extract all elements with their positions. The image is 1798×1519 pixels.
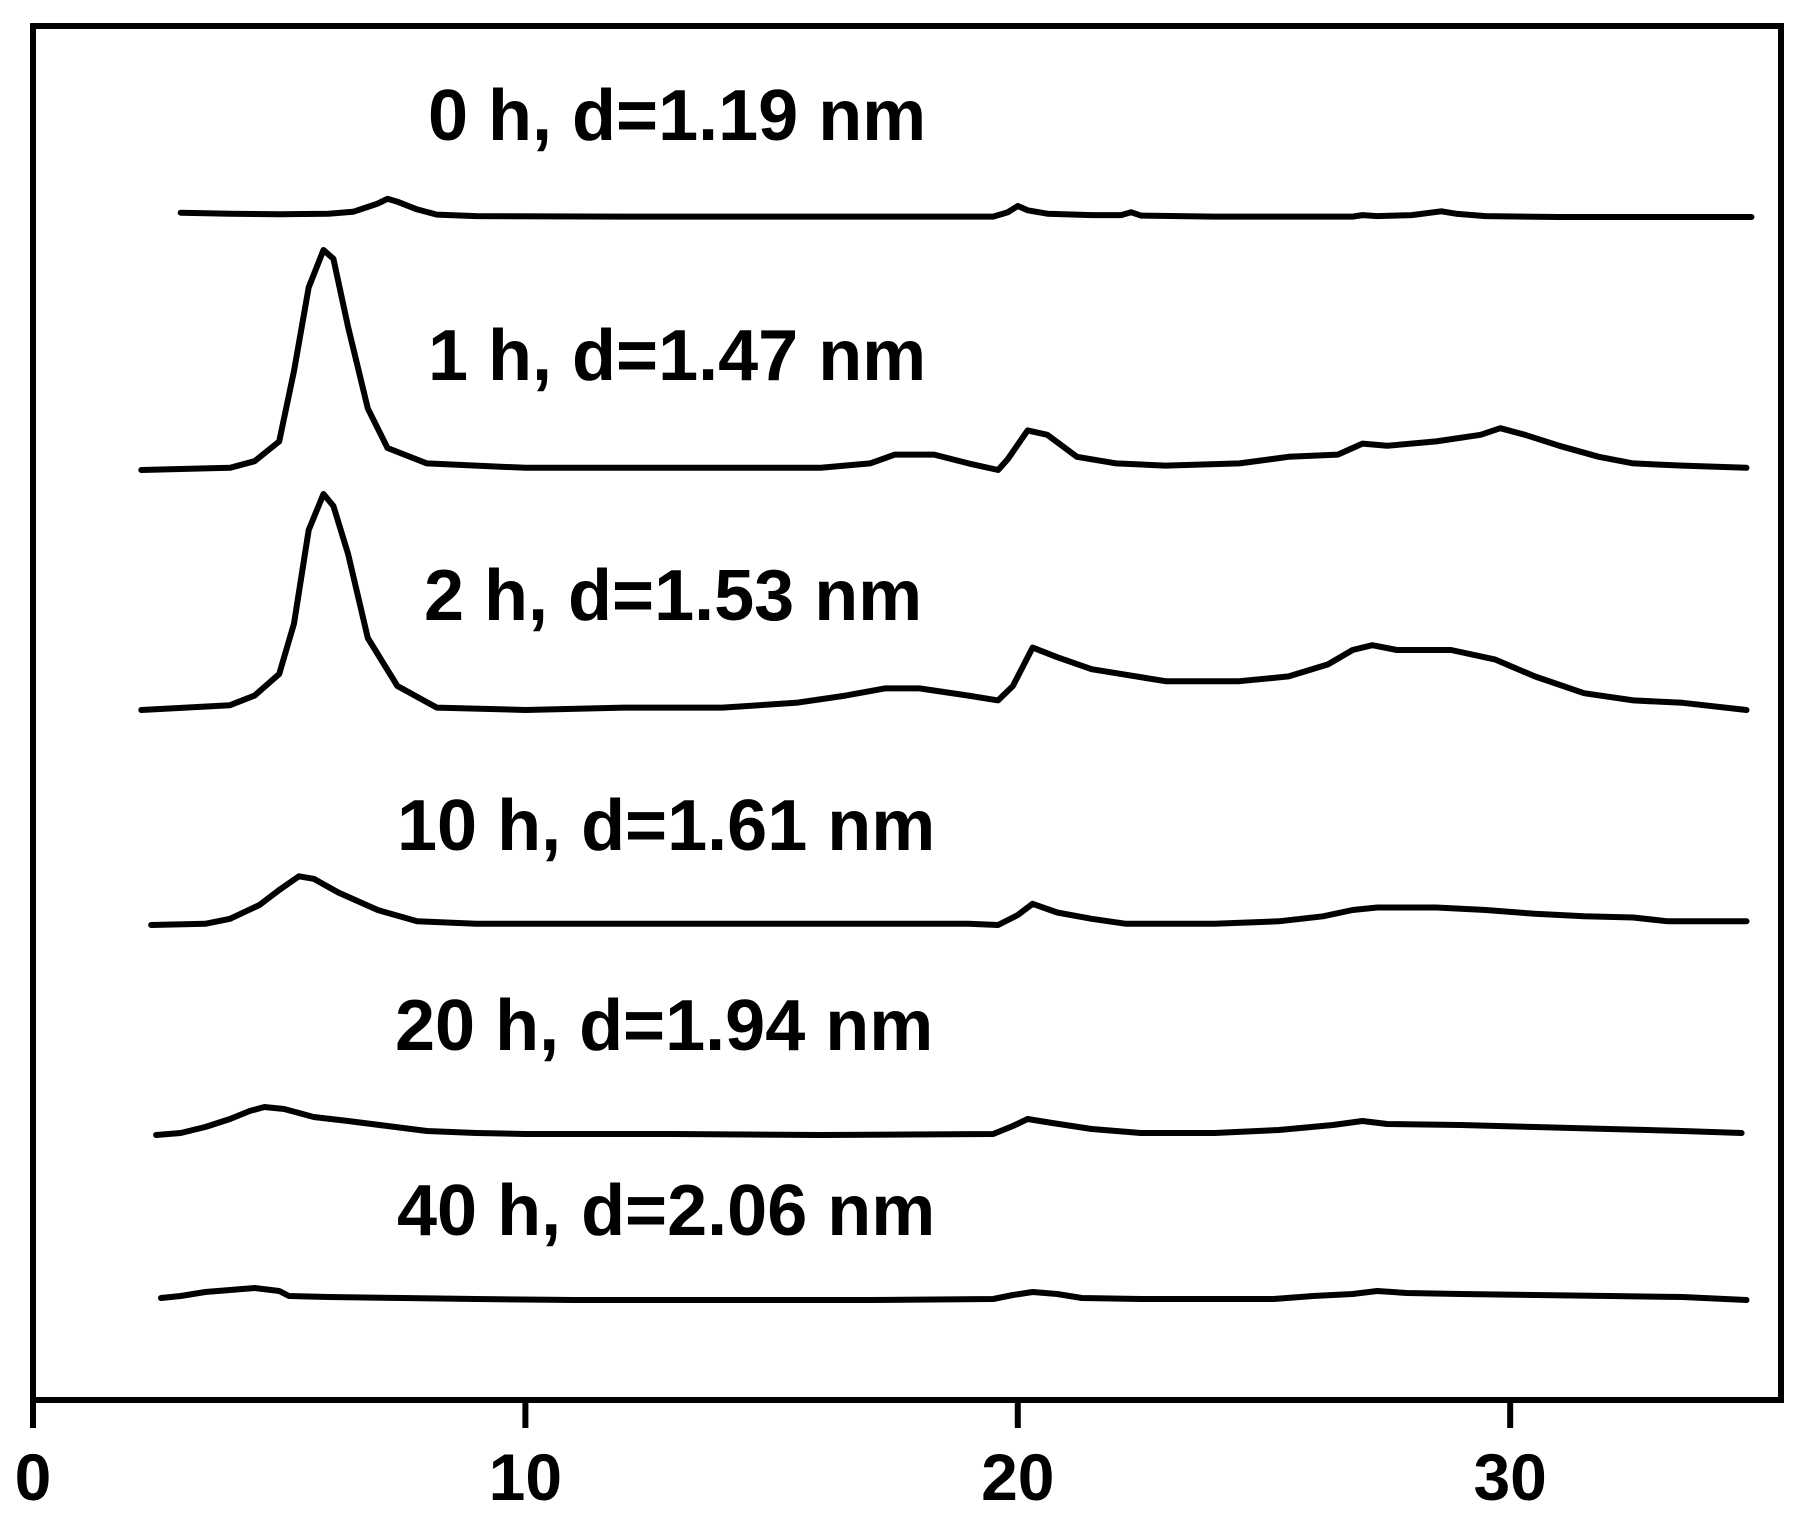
series-trace xyxy=(138,247,1750,473)
series-label: 1 h, d=1.47 nm xyxy=(428,316,926,396)
plot-frame xyxy=(30,23,1784,1403)
x-tick-label: 0 xyxy=(15,1440,52,1514)
x-tick-label: 10 xyxy=(489,1440,562,1514)
series-trace xyxy=(148,873,1750,928)
x-axis: 0 10 20 30 xyxy=(15,1400,1547,1514)
series-trace xyxy=(138,491,1750,713)
series-label: 2 h, d=1.53 nm xyxy=(424,556,922,636)
x-tick-label: 30 xyxy=(1473,1440,1546,1514)
series-trace xyxy=(177,195,1755,220)
series-trace xyxy=(153,1104,1745,1138)
x-tick-label: 20 xyxy=(981,1440,1054,1514)
plot-border xyxy=(30,23,1784,1403)
series-trace xyxy=(158,1285,1750,1303)
series-label: 10 h, d=1.61 nm xyxy=(397,786,935,866)
series-label: 20 h, d=1.94 nm xyxy=(395,986,933,1066)
series-labels: 0 h, d=1.19 nm 1 h, d=1.47 nm 2 h, d=1.53 … xyxy=(395,76,935,1251)
series-traces xyxy=(138,195,1755,1303)
series-label: 40 h, d=2.06 nm xyxy=(397,1171,935,1251)
series-label: 0 h, d=1.19 nm xyxy=(428,76,926,156)
